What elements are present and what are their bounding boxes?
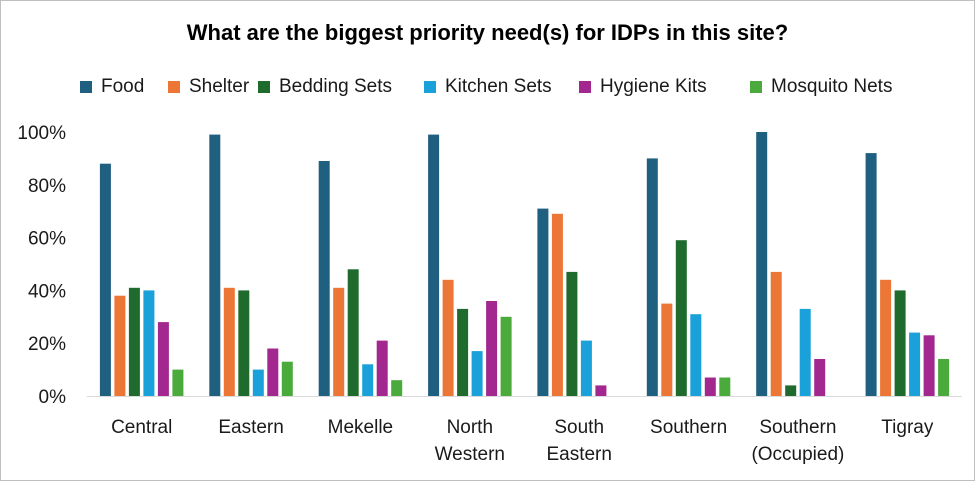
bar-hygiene-kits-mekelle — [376, 340, 388, 396]
x-category-label: Tigray — [881, 417, 934, 438]
legend-swatch-food — [80, 81, 92, 93]
bar-hygiene-kits-tigray — [923, 335, 935, 396]
bar-mosquito-nets-north-western — [500, 316, 512, 396]
legend-swatch-kitchen-sets — [424, 81, 436, 93]
bar-shelter-mekelle — [333, 287, 345, 396]
bar-mosquito-nets-mekelle — [391, 380, 403, 396]
bar-shelter-south-eastern — [551, 213, 563, 396]
legend-label-kitchen-sets: Kitchen Sets — [445, 76, 552, 97]
bar-hygiene-kits-central — [157, 322, 169, 396]
x-category-label: Eastern — [218, 417, 283, 438]
bar-bedding-sets-eastern — [238, 290, 250, 396]
legend-item-hygiene-kits: Hygiene Kits — [579, 76, 707, 98]
bar-kitchen-sets-southern — [690, 314, 702, 396]
bar-food-south-eastern — [537, 208, 549, 396]
x-category-label: North Western — [435, 417, 505, 465]
y-tick-label: 60% — [28, 229, 66, 250]
y-tick-label: 80% — [28, 176, 66, 197]
legend-label-mosquito-nets: Mosquito Nets — [771, 76, 893, 97]
legend-swatch-hygiene-kits — [579, 81, 591, 93]
bar-shelter-southern-occupied — [770, 271, 782, 396]
legend-label-bedding-sets: Bedding Sets — [279, 76, 393, 97]
bar-shelter-southern — [661, 303, 673, 396]
x-category-label: Mekelle — [328, 417, 393, 438]
legend-swatch-mosquito-nets — [750, 81, 762, 93]
bar-hygiene-kits-eastern — [267, 348, 279, 396]
y-tick-label: 40% — [28, 281, 66, 302]
legend-item-bedding-sets: Bedding Sets — [258, 76, 392, 98]
x-category-label: Southern (Occupied) — [751, 417, 844, 465]
legend-item-shelter: Shelter — [168, 76, 249, 98]
bar-mosquito-nets-central — [172, 369, 184, 396]
bar-kitchen-sets-southern-occupied — [799, 308, 811, 396]
bar-food-mekelle — [318, 161, 330, 396]
bar-bedding-sets-southern-occupied — [785, 385, 797, 396]
bar-shelter-tigray — [880, 279, 892, 396]
bar-food-eastern — [209, 134, 221, 396]
bar-mosquito-nets-southern — [719, 377, 731, 396]
bar-mosquito-nets-tigray — [938, 359, 950, 396]
bar-food-southern-occupied — [756, 132, 768, 396]
bar-kitchen-sets-south-eastern — [580, 340, 592, 396]
bar-bedding-sets-central — [128, 287, 140, 396]
legend-item-kitchen-sets: Kitchen Sets — [424, 76, 552, 98]
chart-title: What are the biggest priority need(s) fo… — [186, 20, 789, 45]
bar-shelter-north-western — [442, 279, 454, 396]
x-category-label: Central — [111, 417, 172, 438]
y-tick-label: 20% — [28, 334, 66, 355]
legend-item-mosquito-nets: Mosquito Nets — [750, 76, 892, 98]
bar-hygiene-kits-south-eastern — [595, 385, 607, 396]
bar-hygiene-kits-southern — [704, 377, 716, 396]
x-category-label: South Eastern — [546, 417, 611, 465]
legend-swatch-shelter — [168, 81, 180, 93]
legend: Food Shelter Bedding Sets Kitchen Sets Hygie… — [0, 76, 975, 100]
bar-bedding-sets-tigray — [894, 290, 906, 396]
bar-food-southern — [646, 158, 658, 396]
legend-label-shelter: Shelter — [189, 76, 250, 97]
bar-bedding-sets-southern — [675, 240, 687, 396]
bar-bedding-sets-mekelle — [347, 269, 359, 396]
legend-label-hygiene-kits: Hygiene Kits — [600, 76, 707, 97]
bar-food-tigray — [865, 153, 877, 396]
bar-shelter-eastern — [223, 287, 235, 396]
bar-mosquito-nets-eastern — [281, 361, 293, 396]
x-category-label: Southern — [650, 417, 727, 438]
y-tick-label: 100% — [17, 123, 66, 144]
bar-food-north-western — [428, 134, 440, 396]
bar-bedding-sets-north-western — [457, 308, 469, 396]
bar-bedding-sets-south-eastern — [566, 271, 578, 396]
bar-kitchen-sets-north-western — [471, 351, 483, 396]
legend-swatch-bedding-sets — [258, 81, 270, 93]
bar-kitchen-sets-eastern — [252, 369, 264, 396]
bar-kitchen-sets-tigray — [909, 332, 921, 396]
legend-label-food: Food — [101, 76, 145, 97]
bar-kitchen-sets-mekelle — [362, 364, 374, 396]
bar-food-central — [99, 163, 111, 396]
bar-shelter-central — [114, 295, 126, 396]
y-tick-label: 0% — [39, 387, 67, 408]
bar-hygiene-kits-north-western — [486, 301, 498, 396]
legend-item-food: Food — [80, 76, 144, 98]
bar-kitchen-sets-central — [143, 290, 155, 396]
bar-hygiene-kits-southern-occupied — [814, 359, 826, 396]
